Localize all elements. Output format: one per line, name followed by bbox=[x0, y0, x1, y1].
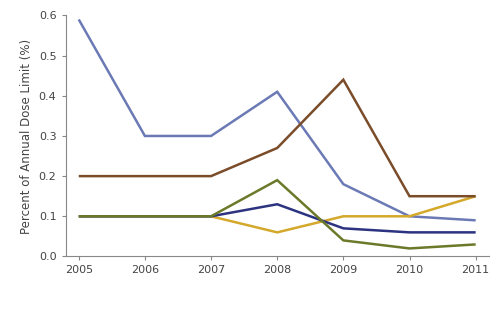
Y-axis label: Percent of Annual Dose Limit (%): Percent of Annual Dose Limit (%) bbox=[20, 38, 33, 234]
